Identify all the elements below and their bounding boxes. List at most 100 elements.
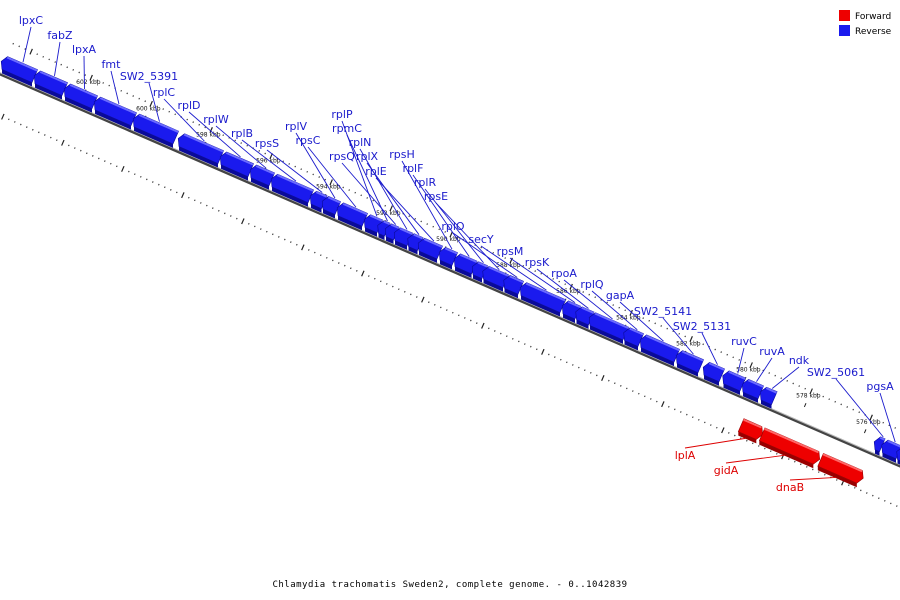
- minor-tick: [878, 497, 880, 500]
- gene-label[interactable]: SW2_5141: [634, 305, 692, 318]
- gene-label[interactable]: SW2_5061: [807, 366, 865, 379]
- gene-rpmC[interactable]: [377, 220, 391, 240]
- major-tick: [89, 74, 93, 81]
- gene-label[interactable]: pgsA: [866, 380, 894, 393]
- gene-ruvA[interactable]: [741, 378, 764, 403]
- gene-rplE[interactable]: [417, 237, 443, 263]
- gene-label[interactable]: rplN: [349, 136, 372, 149]
- gene-label[interactable]: rpmC: [332, 122, 362, 135]
- gene-fmt[interactable]: [93, 96, 137, 130]
- gene-fabZ[interactable]: [33, 70, 68, 100]
- gene-label[interactable]: rpsS: [255, 137, 279, 150]
- gene-ndk[interactable]: [759, 386, 778, 409]
- gene-label[interactable]: ndk: [789, 354, 810, 367]
- gene-label[interactable]: rplF: [403, 162, 424, 175]
- gene-highlight: [509, 275, 524, 284]
- minor-tick: [816, 393, 818, 395]
- gene-SW2_5131[interactable]: [702, 361, 725, 386]
- gene-rplB[interactable]: [270, 173, 314, 207]
- gene-rplV[interactable]: [321, 196, 341, 219]
- major-tick: [29, 48, 33, 55]
- gene-label[interactable]: gapA: [606, 289, 635, 302]
- minor-tick: [444, 231, 446, 233]
- gene-label[interactable]: fmt: [102, 58, 122, 71]
- gene-highlight: [390, 223, 400, 229]
- gene-label[interactable]: rplP: [331, 108, 353, 121]
- minor-tick: [618, 306, 620, 309]
- minor-tick: [636, 314, 638, 317]
- gene-leader-line: [835, 378, 884, 438]
- gene-gidA[interactable]: [758, 427, 821, 469]
- minor-tick: [578, 366, 580, 369]
- gene-leader-line: [452, 232, 518, 278]
- gene-label[interactable]: ruvA: [759, 345, 785, 358]
- gene-label[interactable]: rpsH: [389, 148, 415, 161]
- gene-highlight: [99, 97, 137, 115]
- gene-leader-line: [54, 41, 61, 76]
- minor-tick: [882, 421, 884, 424]
- minor-tick: [374, 277, 376, 280]
- gene-bevel: [483, 279, 503, 292]
- gene-bevel: [455, 266, 472, 278]
- gene-rplF[interactable]: [453, 253, 478, 278]
- gene-leader-line: [424, 188, 484, 264]
- gene-label[interactable]: gidA: [714, 464, 739, 477]
- gene-label[interactable]: dnaB: [776, 481, 804, 494]
- gene-label[interactable]: rplB: [231, 127, 253, 140]
- gene-leader-line: [359, 148, 408, 230]
- gene-label[interactable]: rpsM: [497, 245, 524, 258]
- gene-leader-line: [346, 134, 388, 222]
- gene-label[interactable]: rplW: [203, 113, 229, 126]
- gene-secY[interactable]: [519, 282, 566, 317]
- gene-label[interactable]: rplX: [356, 150, 379, 163]
- gene-label[interactable]: fabZ: [47, 29, 73, 42]
- gene-lpxC[interactable]: [0, 56, 38, 87]
- gene-label[interactable]: SW2_5131: [673, 320, 731, 333]
- gene-rpsC[interactable]: [336, 202, 368, 231]
- gene-label[interactable]: rplV: [285, 120, 308, 133]
- gene-pgsA[interactable]: [881, 439, 900, 463]
- gene-bevel: [521, 295, 560, 317]
- gene-rpsQ[interactable]: [384, 223, 400, 244]
- gene-label[interactable]: lpxC: [19, 14, 44, 27]
- gene-label[interactable]: rpsE: [424, 190, 448, 203]
- legend-reverse-swatch: [839, 25, 850, 36]
- minor-tick: [320, 254, 322, 257]
- minor-tick: [492, 251, 494, 254]
- minor-tick: [110, 162, 112, 165]
- gene-label[interactable]: rpsQ: [329, 150, 355, 163]
- gene-label[interactable]: rplO: [441, 220, 465, 233]
- gene-label[interactable]: rplC: [153, 86, 176, 99]
- gene-rplC[interactable]: [177, 133, 224, 168]
- gene-rplO[interactable]: [503, 275, 524, 299]
- gene-lpxA[interactable]: [63, 83, 98, 113]
- gene-label[interactable]: lpxA: [72, 43, 97, 56]
- gene-label[interactable]: rplR: [414, 176, 437, 189]
- gene-rpsH[interactable]: [438, 247, 458, 270]
- gene-highlight: [327, 196, 341, 204]
- gene-label[interactable]: rpsK: [525, 256, 550, 269]
- gene-label[interactable]: rplQ: [580, 278, 604, 291]
- major-tick: [809, 388, 813, 395]
- gene-label[interactable]: rpsC: [296, 134, 321, 147]
- gene-label[interactable]: lplA: [675, 449, 696, 462]
- gene-rplQ[interactable]: [623, 327, 644, 351]
- gene-label[interactable]: secY: [468, 233, 494, 246]
- gene-SW2_5061[interactable]: [873, 436, 886, 456]
- gene-SW2_5391[interactable]: [132, 113, 179, 148]
- gene-label[interactable]: rplE: [365, 165, 387, 178]
- gene-lplA[interactable]: [737, 418, 764, 444]
- gene-SW2_5141[interactable]: [675, 350, 704, 377]
- gene-label[interactable]: SW2_5391: [120, 70, 178, 83]
- gene-label[interactable]: ruvC: [731, 335, 757, 348]
- gene-gapA[interactable]: [639, 334, 680, 367]
- gene-unnamed[interactable]: [896, 447, 900, 480]
- gene-rpoA[interactable]: [588, 312, 629, 344]
- gene-rplD[interactable]: [219, 151, 254, 181]
- gene-label[interactable]: rpoA: [551, 267, 577, 280]
- gene-label[interactable]: rplD: [177, 99, 200, 112]
- gene-rpsE[interactable]: [482, 265, 509, 292]
- gene-highlight: [477, 261, 488, 268]
- gene-dnaB[interactable]: [817, 453, 864, 488]
